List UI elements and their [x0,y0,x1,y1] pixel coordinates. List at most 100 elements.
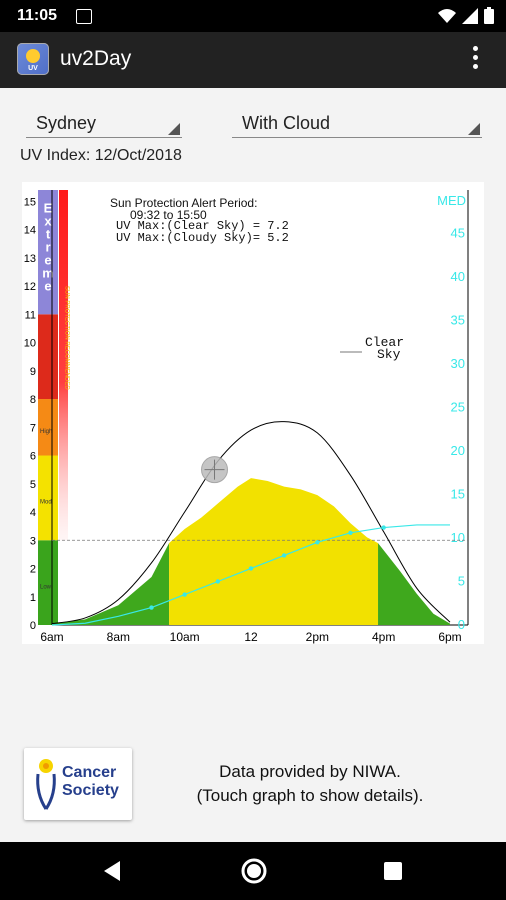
app-logo-label: UV [28,65,38,72]
protection-bar [59,190,68,541]
extreme-letter: m [42,266,54,281]
med-tick-label: 15 [451,487,465,502]
med-point [281,553,287,558]
band-label-high: High [40,429,52,435]
uv-chart-svg[interactable]: SUN PROTECTION RECOMMENDEDExtremeLowModH… [22,182,484,644]
med-point [248,566,254,571]
med-point [381,525,386,530]
signal-icon [462,7,478,24]
alert-line3: UV Max:(Clear Sky) = 7.2 [116,219,289,233]
clear-sky-curve [51,421,451,625]
status-time: 11:05 [17,7,58,24]
location-spinner[interactable]: Sydney [26,111,182,138]
uv-tick-label: 10 [24,338,36,350]
extreme-letter: x [44,214,52,229]
cloudy-area-low-left [52,478,170,625]
uv-band-low [38,540,58,625]
uv-tick-label: 3 [30,535,36,547]
med-tick-label: 20 [451,443,465,458]
app-title: uv2Day [60,47,132,70]
alert-line2: 09:32 to 15:50 [130,208,207,222]
uv-tick-label: 14 [24,225,36,237]
band-label-low: Low [40,584,52,590]
app-bar: UV uv2Day [0,32,506,88]
uv-band-high [38,399,58,456]
cancer-society-logo[interactable]: Cancer Society [24,748,132,820]
extreme-letter: e [44,253,51,268]
cloud-spinner[interactable]: With Cloud [232,111,482,138]
med-point [315,540,320,545]
dropdown-arrow-icon [468,123,480,135]
niwa-line2: (Touch graph to show details). [196,786,424,805]
legend-label-1: Clear [365,335,404,350]
x-tick-label: 2pm [306,630,329,644]
med-tick-label: 0 [458,617,465,632]
x-tick-label: 6am [40,630,63,644]
band-label-mod: Mod [40,500,52,506]
uv-tick-label: 4 [30,507,36,519]
med-tick-label: 25 [451,400,465,415]
med-tick-label: 10 [451,530,465,545]
home-icon[interactable] [240,857,268,885]
uv-band-extreme [38,190,58,315]
extreme-letter: t [46,227,51,242]
extreme-letter: e [44,279,51,294]
med-point [215,579,221,584]
uv-tick-label: 12 [24,281,36,293]
x-tick-label: 4pm [372,630,395,644]
niwa-line1: Data provided by NIWA. [219,762,401,781]
med-point [149,605,154,610]
uv-band-very_high [38,314,58,400]
overflow-menu-icon[interactable] [473,46,478,73]
battery-icon [484,7,494,24]
x-tick-label: 8am [107,630,130,644]
image-notification-icon [76,9,92,24]
uv-tick-label: 13 [24,253,36,265]
dropdown-arrow-icon [168,123,180,135]
uv-tick-label: 2 [30,564,36,576]
app-logo-icon: UV [17,43,49,75]
med-axis-label: MED [437,193,466,208]
uv-tick-label: 0 [30,620,36,632]
protection-label: SUN PROTECTION RECOMMENDED [64,286,70,390]
cloudy-area-low-right [378,478,450,625]
med-tick-label: 40 [451,269,465,284]
uv-tick-label: 5 [30,479,36,491]
uv-band-mod [38,455,58,541]
x-tick-label: 10am [170,630,200,644]
uv-tick-label: 8 [30,394,36,406]
uv-tick-label: 6 [30,451,36,463]
x-tick-label: 6pm [438,630,461,644]
wifi-icon [438,8,456,23]
uv-tick-label: 7 [30,422,36,434]
uv-tick-label: 1 [30,592,36,604]
extreme-letter: E [44,201,53,216]
med-point [348,530,353,535]
status-icons [438,7,494,24]
legend-label-2: Sky [377,347,401,362]
cancer-line2: Society [62,782,119,799]
x-tick-label: 12 [244,630,258,644]
status-bar: 11:05 [0,0,506,32]
med-tick-label: 45 [451,226,465,241]
data-credit: Data provided by NIWA. (Touch graph to s… [155,760,465,808]
cancer-line1: Cancer [62,764,117,781]
back-icon[interactable] [100,859,124,883]
uv-tick-label: 11 [25,309,36,321]
med-tick-label: 5 [458,574,465,589]
med-tick-label: 30 [451,356,465,371]
alert-line1: Sun Protection Alert Period: [110,196,257,210]
med-point [182,592,187,597]
uv-index-date: UV Index: 12/Oct/2018 [20,147,182,164]
alert-line4: UV Max:(Cloudy Sky)= 5.2 [116,231,289,245]
daffodil-icon [36,759,56,810]
cloud-value: With Cloud [242,113,331,133]
recents-icon[interactable] [382,860,404,882]
extreme-letter: r [45,240,50,255]
med-tick-label: 35 [451,313,465,328]
uv-tick-label: 15 [24,196,36,208]
uv-tick-label: 9 [30,366,36,378]
navigation-bar [0,842,506,900]
location-value: Sydney [36,113,97,133]
